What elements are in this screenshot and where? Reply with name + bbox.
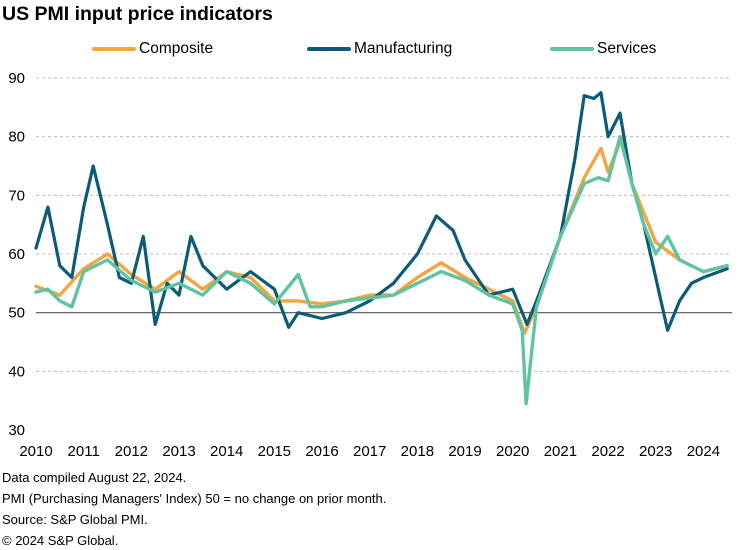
series-line-composite xyxy=(34,135,729,335)
x-tick-label: 2023 xyxy=(639,443,672,460)
legend-label-manufacturing: Manufacturing xyxy=(354,40,453,57)
note-data-compiled: Data compiled August 22, 2024. xyxy=(2,470,187,485)
note-pmi-definition: PMI (Purchasing Managers' Index) 50 = no… xyxy=(2,491,387,506)
x-tick-label: 2016 xyxy=(305,443,338,460)
x-tick-label: 2012 xyxy=(115,443,148,460)
x-tick-label: 2015 xyxy=(258,443,291,460)
y-tick-label: 50 xyxy=(8,305,25,322)
x-tick-label: 2011 xyxy=(68,443,100,460)
legend-swatch-manufacturing xyxy=(307,47,351,51)
y-tick-label: 90 xyxy=(8,70,25,87)
y-tick-label: 70 xyxy=(8,187,25,204)
y-tick-label: 60 xyxy=(8,246,25,263)
x-tick-label: 2024 xyxy=(687,443,720,460)
x-tick-label: 2013 xyxy=(162,443,195,460)
x-tick-label: 2018 xyxy=(401,443,434,460)
x-tick-label: 2017 xyxy=(353,443,386,460)
series-line-services xyxy=(34,135,729,406)
line-chart: 30 40 50 60 70 80 90 2010 2011 2012 2013 2014 2015 20… xyxy=(8,70,732,460)
y-tick-label: 30 xyxy=(8,422,25,439)
series-line-manufacturing xyxy=(34,91,729,332)
y-tick-label: 40 xyxy=(8,363,25,380)
note-copyright: © 2024 S&P Global. xyxy=(2,533,119,548)
legend-swatch-composite xyxy=(92,47,136,51)
legend-item-services: Services xyxy=(550,40,656,58)
note-source: Source: S&P Global PMI. xyxy=(2,512,148,527)
legend: Composite Manufacturing Services xyxy=(0,40,745,60)
legend-swatch-services xyxy=(550,47,594,51)
x-tick-label: 2014 xyxy=(210,443,243,460)
legend-label-composite: Composite xyxy=(139,40,214,57)
legend-item-manufacturing: Manufacturing xyxy=(307,40,452,58)
chart-title: US PMI input price indicators xyxy=(2,3,273,25)
legend-label-services: Services xyxy=(597,40,657,57)
x-tick-label: 2020 xyxy=(496,443,529,460)
x-tick-label: 2010 xyxy=(19,443,52,460)
legend-item-composite: Composite xyxy=(92,40,213,58)
y-tick-label: 80 xyxy=(8,129,25,146)
x-tick-label: 2021 xyxy=(544,443,577,460)
x-tick-label: 2019 xyxy=(448,443,481,460)
x-tick-label: 2022 xyxy=(591,443,624,460)
